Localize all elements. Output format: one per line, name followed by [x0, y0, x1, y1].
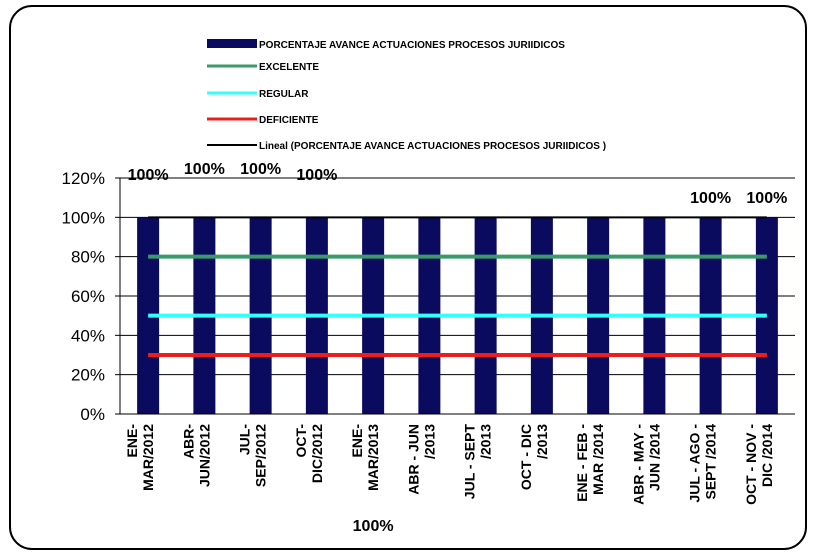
y-tick-label: 120% — [62, 169, 105, 188]
x-tick-label-line: ABR - JUN — [405, 424, 421, 495]
x-tick-label-line: MAR/2012 — [140, 424, 156, 491]
legend-swatch — [207, 39, 257, 48]
y-tick-label: 60% — [71, 287, 105, 306]
x-axis: ENE- MAR/2012 ABR- JUN/2012 JUL- SEP/2012 OCT-… — [120, 413, 795, 505]
y-tick-label: 100% — [62, 208, 105, 227]
x-tick-label-line: DIC/2012 — [309, 424, 325, 483]
x-tick-label-line: MAR /2014 — [590, 424, 606, 495]
y-axis: 0% 20% 40% 60% 80% 100% 120% — [62, 169, 121, 424]
data-label: 100% — [690, 190, 731, 207]
data-label: 100% — [184, 161, 225, 178]
x-tick-label-line: OCT- — [293, 424, 309, 458]
x-tick-label: JUL - SEPT/2013 — [462, 424, 494, 500]
x-tick-label: JUL - AGO - SEPT /2014 — [687, 424, 719, 503]
legend: PORCENTAJE AVANCE ACTUACIONES PROCESOS J… — [207, 39, 606, 152]
x-tick-label: ABR - JUN/2013 — [405, 424, 437, 495]
data-labels: 100% 100% 100% 100% 100% 100% 100% — [128, 161, 788, 535]
data-label: 100% — [296, 167, 337, 184]
x-tick-label-line: OCT - NOV - — [743, 424, 759, 505]
x-tick-label-line: /2013 — [421, 424, 437, 459]
data-label: 100% — [128, 167, 169, 184]
x-tick-label-line: DIC /2014 — [759, 424, 775, 487]
x-tick-label-line: ABR - MAY - — [630, 424, 646, 505]
x-tick-label-line: JUN/2012 — [196, 424, 212, 487]
x-tick-label: ENE- MAR/2013 — [349, 424, 381, 491]
x-tick-label-line: ENE- — [124, 424, 140, 458]
x-tick-label: ENE- MAR/2012 — [124, 424, 156, 491]
x-tick-label-line: OCT - DIC — [518, 424, 534, 490]
x-tick-label: ENE - FEB - MAR /2014 — [574, 424, 606, 502]
x-tick-label-line: JUL - AGO - — [687, 424, 703, 503]
legend-label: EXCELENTE — [259, 62, 319, 73]
y-tick-label: 40% — [71, 326, 105, 345]
x-tick-label-line: ENE- — [349, 424, 365, 458]
legend-label: DEFICIENTE — [259, 115, 319, 126]
x-tick-label-line: MAR/2013 — [365, 424, 381, 491]
x-tick-label-line: JUL - SEPT — [462, 424, 478, 500]
y-tick-label: 80% — [71, 248, 105, 267]
x-tick-label-line: ABR- — [180, 424, 196, 459]
x-tick-label: JUL- SEP/2012 — [237, 424, 269, 487]
y-tick-label: 0% — [80, 405, 105, 424]
data-label: 100% — [240, 161, 281, 178]
y-tick-label: 20% — [71, 366, 105, 385]
x-tick-label: OCT - DIC/2013 — [518, 424, 550, 490]
legend-label: PORCENTAJE AVANCE ACTUACIONES PROCESOS J… — [259, 40, 565, 51]
x-tick-label: OCT - NOV - DIC /2014 — [743, 424, 775, 505]
x-tick-label-line: ENE - FEB - — [574, 424, 590, 502]
x-tick-label-line: JUL- — [237, 424, 253, 455]
data-label: 100% — [746, 190, 787, 207]
data-label: 100% — [353, 518, 394, 535]
x-tick-label-line: JUN /2014 — [646, 424, 662, 491]
x-tick-label-line: SEPT /2014 — [703, 424, 719, 500]
legend-label: REGULAR — [259, 89, 309, 100]
x-tick-label-line: SEP/2012 — [253, 424, 269, 487]
reference-lines — [148, 216, 767, 357]
legend-label: Lineal (PORCENTAJE AVANCE ACTUACIONES PR… — [259, 141, 606, 152]
x-tick-label-line: /2013 — [478, 424, 494, 459]
x-tick-label: ABR - MAY - JUN /2014 — [630, 424, 662, 505]
x-tick-label: OCT- DIC/2012 — [293, 424, 325, 483]
x-tick-label-line: /2013 — [534, 424, 550, 459]
x-tick-label: ABR- JUN/2012 — [180, 424, 212, 487]
